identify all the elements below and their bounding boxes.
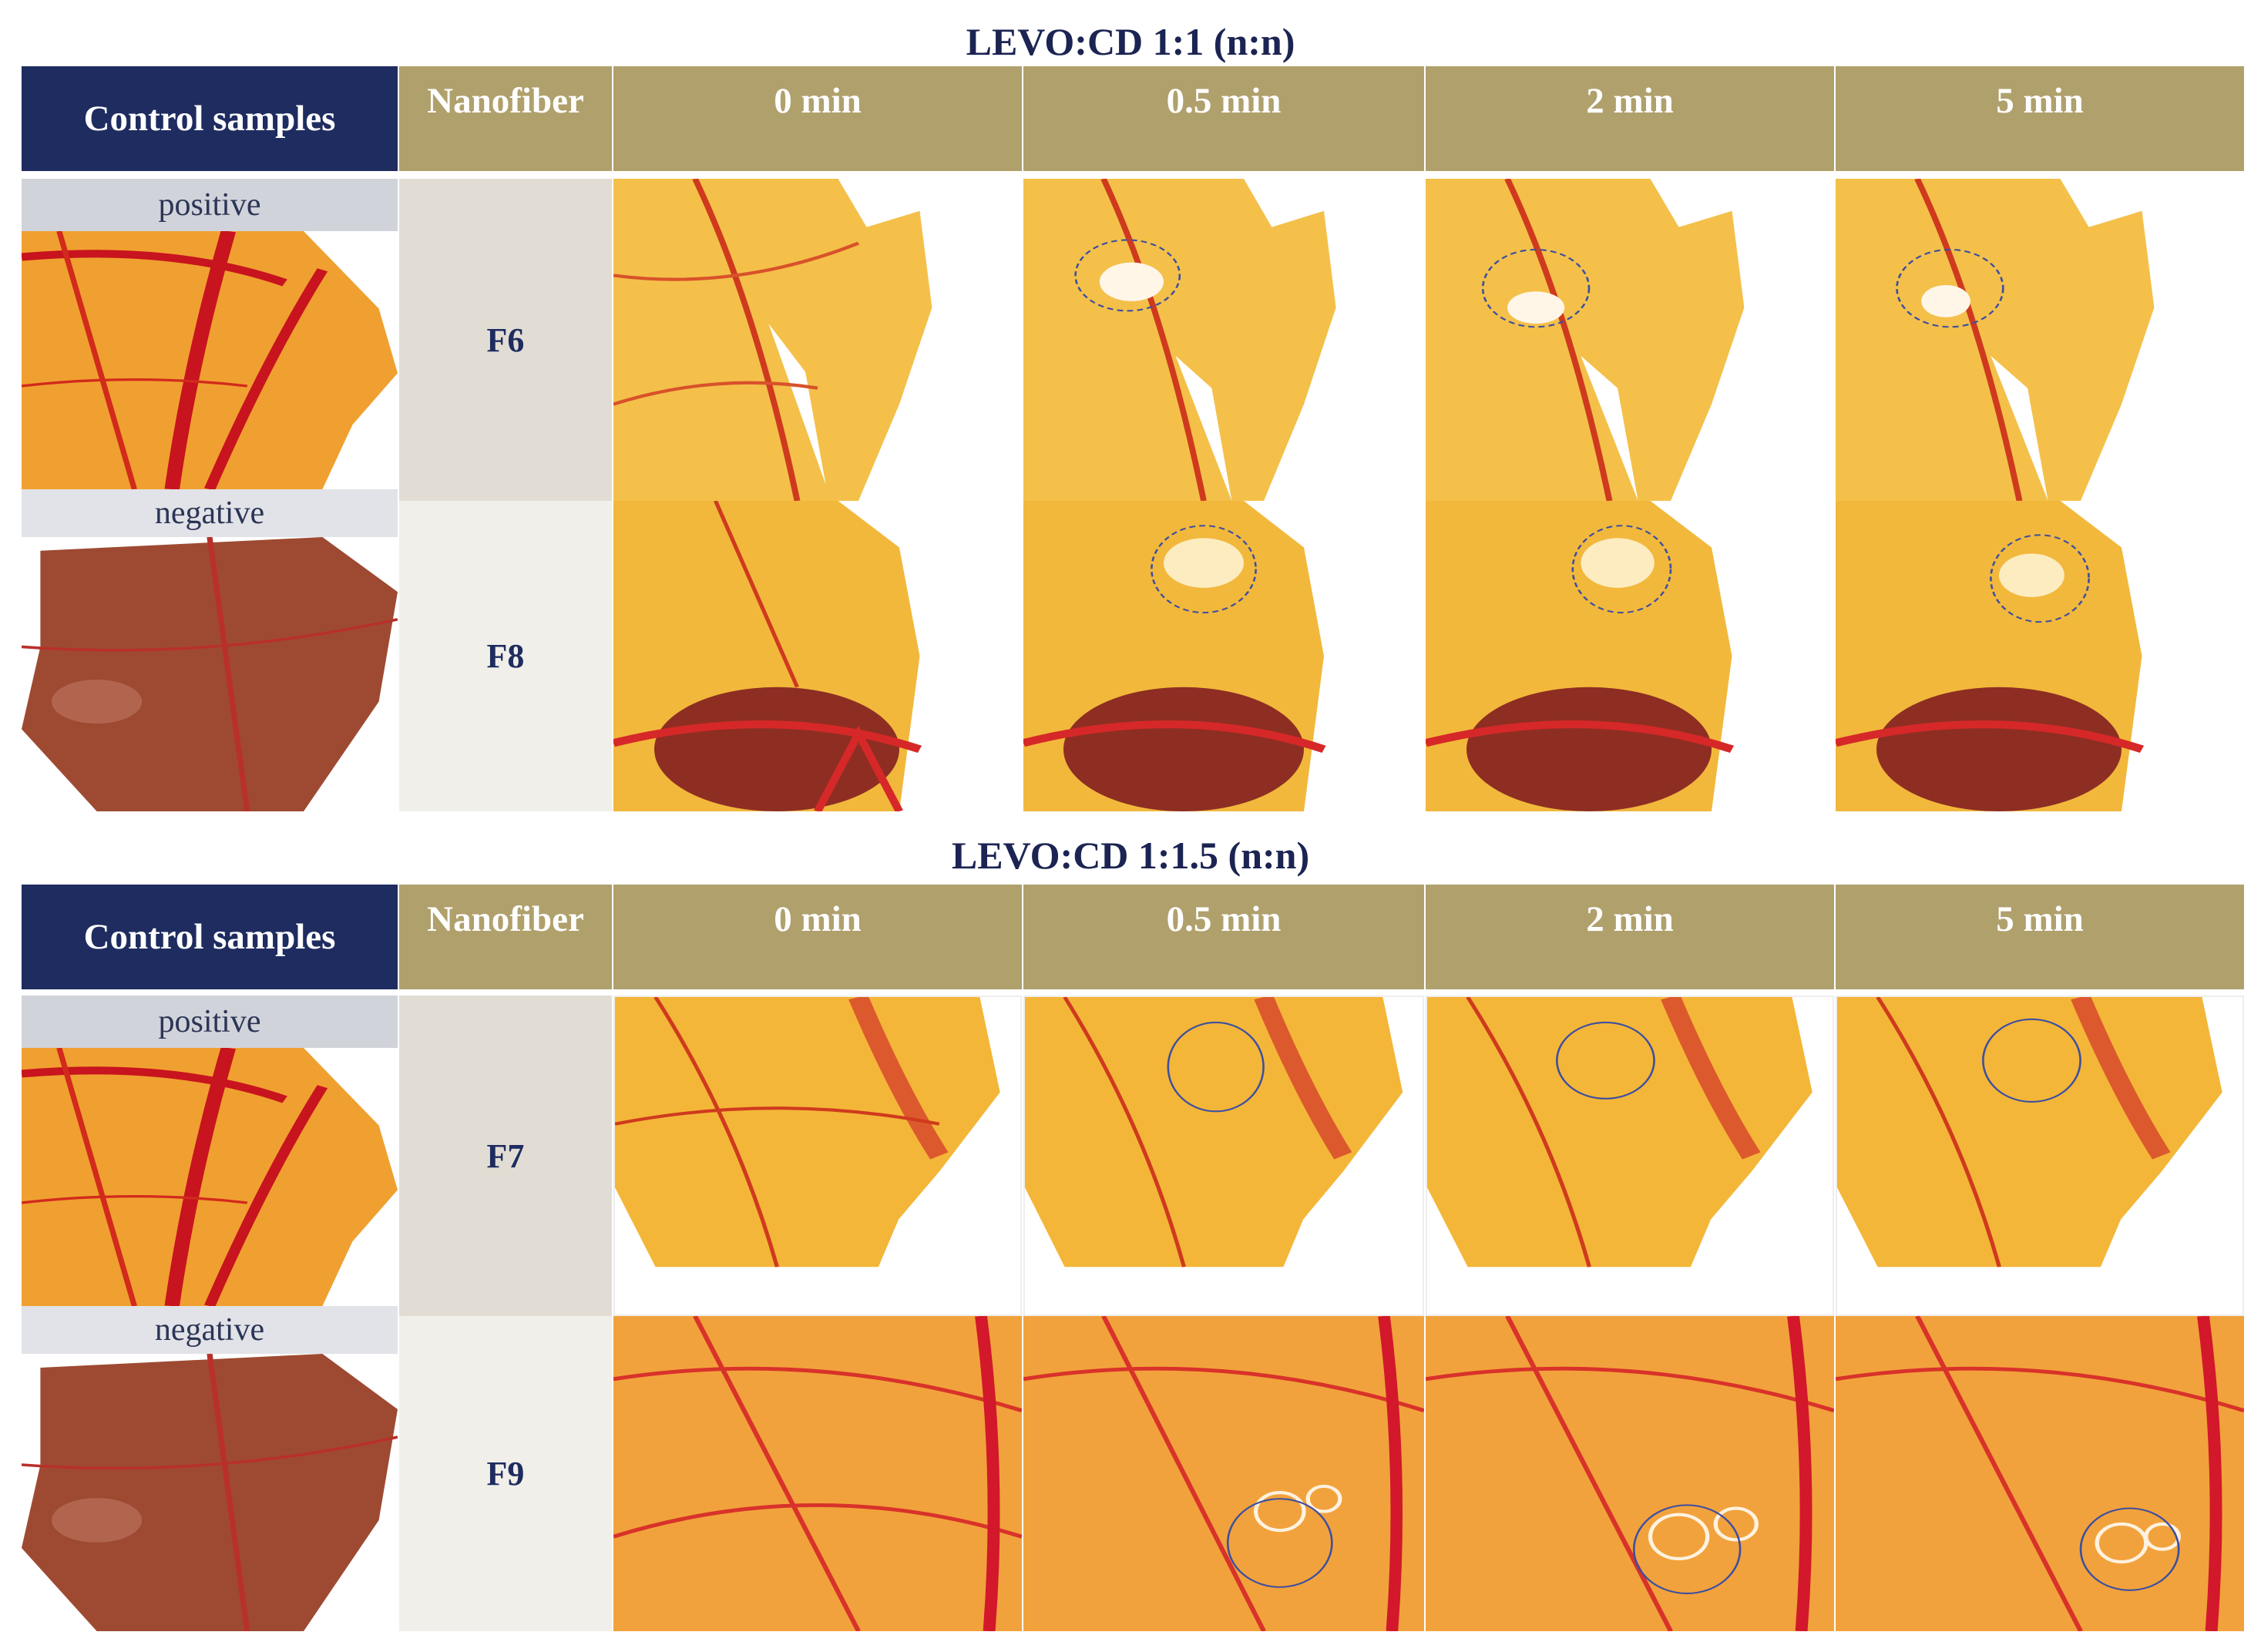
time-header-1: 0.5 min [1023,66,1424,171]
positive-label: positive [22,996,398,1048]
f9-photo-2min [1426,1316,1834,1631]
panel-title: LEVO:CD 1:1 (n:n) [966,20,1295,63]
time-header-0: 0 min [613,885,1022,989]
time-header-3: 5 min [1836,885,2244,989]
nanofiber-header: Nanofiber [399,885,612,989]
f9-photo-0-5min [1023,1316,1424,1631]
time-header-2: 2 min [1426,885,1834,989]
f6-photo-0-5min [1023,179,1424,501]
fiber-label-f7: F7 [399,996,612,1316]
f7-photo-2min [1426,996,1834,1316]
f6-photo-0min [613,179,1022,501]
time-header-1: 0.5 min [1023,885,1424,989]
time-header-3: 5 min [1836,66,2244,171]
fiber-label-f8: F8 [399,501,612,811]
f7-photo-0-5min [1023,996,1424,1316]
negative-label: negative [22,489,398,537]
f7-photo-0min [613,996,1022,1316]
f6-photo-2min [1426,179,1834,501]
negative-control-photo [22,1354,398,1631]
time-header-0: 0 min [613,66,1022,171]
f8-photo-2min [1426,501,1834,811]
f8-photo-0-5min [1023,501,1424,811]
fiber-label-f9: F9 [399,1316,612,1631]
panel-levo-cd-1-1-5: LEVO:CD 1:1.5 (n:n) Control samples Nano… [0,817,2261,1652]
positive-control-photo [22,1048,398,1306]
control-samples-header: Control samples [22,885,398,989]
f8-photo-0min [613,501,1022,811]
positive-control-photo [22,231,398,489]
control-samples-header: Control samples [22,66,398,171]
fiber-label-f6: F6 [399,179,612,501]
time-header-2: 2 min [1426,66,1834,171]
f9-photo-0min [613,1316,1022,1631]
negative-label: negative [22,1306,398,1354]
f6-photo-5min [1836,179,2244,501]
f7-photo-5min [1836,996,2244,1316]
positive-label: positive [22,179,398,231]
panel-title: LEVO:CD 1:1.5 (n:n) [951,834,1310,877]
negative-control-photo [22,537,398,811]
f8-photo-5min [1836,501,2244,811]
nanofiber-header: Nanofiber [399,66,612,171]
f9-photo-5min [1836,1316,2244,1631]
panel-levo-cd-1-1: LEVO:CD 1:1 (n:n) Control samples Nanofi… [0,0,2261,817]
